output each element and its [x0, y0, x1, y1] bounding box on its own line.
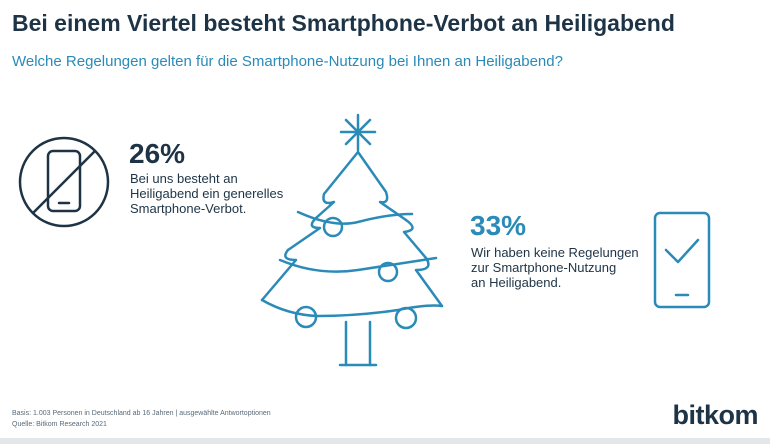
- footnote-source: Quelle: Bitkom Research 2021: [12, 421, 107, 428]
- stat-label-no-rules: Wir haben keine Regelungen zur Smartphon…: [471, 245, 641, 290]
- stat-label-line: Smartphone-Verbot.: [130, 201, 247, 216]
- stat-label-line: Wir haben keine Regelungen: [471, 245, 639, 260]
- bitkom-logo: bitkom: [672, 400, 758, 430]
- chart-subtitle: Welche Regelungen gelten für die Smartph…: [12, 53, 563, 70]
- stat-value-smartphone-ban: 26%: [129, 138, 186, 169]
- christmas-tree-icon: [260, 113, 444, 367]
- stat-label-line: zur Smartphone-Nutzung: [471, 260, 617, 275]
- smartphone-check-icon: [653, 211, 711, 309]
- stat-label-line: Heiligabend ein generelles: [130, 186, 284, 201]
- stat-value-no-rules: 33%: [470, 210, 527, 241]
- stat-label-smartphone-ban: Bei uns besteht an Heiligabend ein gener…: [130, 171, 305, 216]
- no-smartphone-icon: [18, 136, 110, 228]
- stat-label-line: an Heiligabend.: [471, 275, 562, 290]
- bottom-bar: [0, 438, 770, 444]
- footnote-basis: Basis: 1.003 Personen in Deutschland ab …: [12, 410, 271, 417]
- stat-label-line: Bei uns besteht an: [130, 171, 238, 186]
- chart-title: Bei einem Viertel besteht Smartphone-Ver…: [12, 10, 675, 36]
